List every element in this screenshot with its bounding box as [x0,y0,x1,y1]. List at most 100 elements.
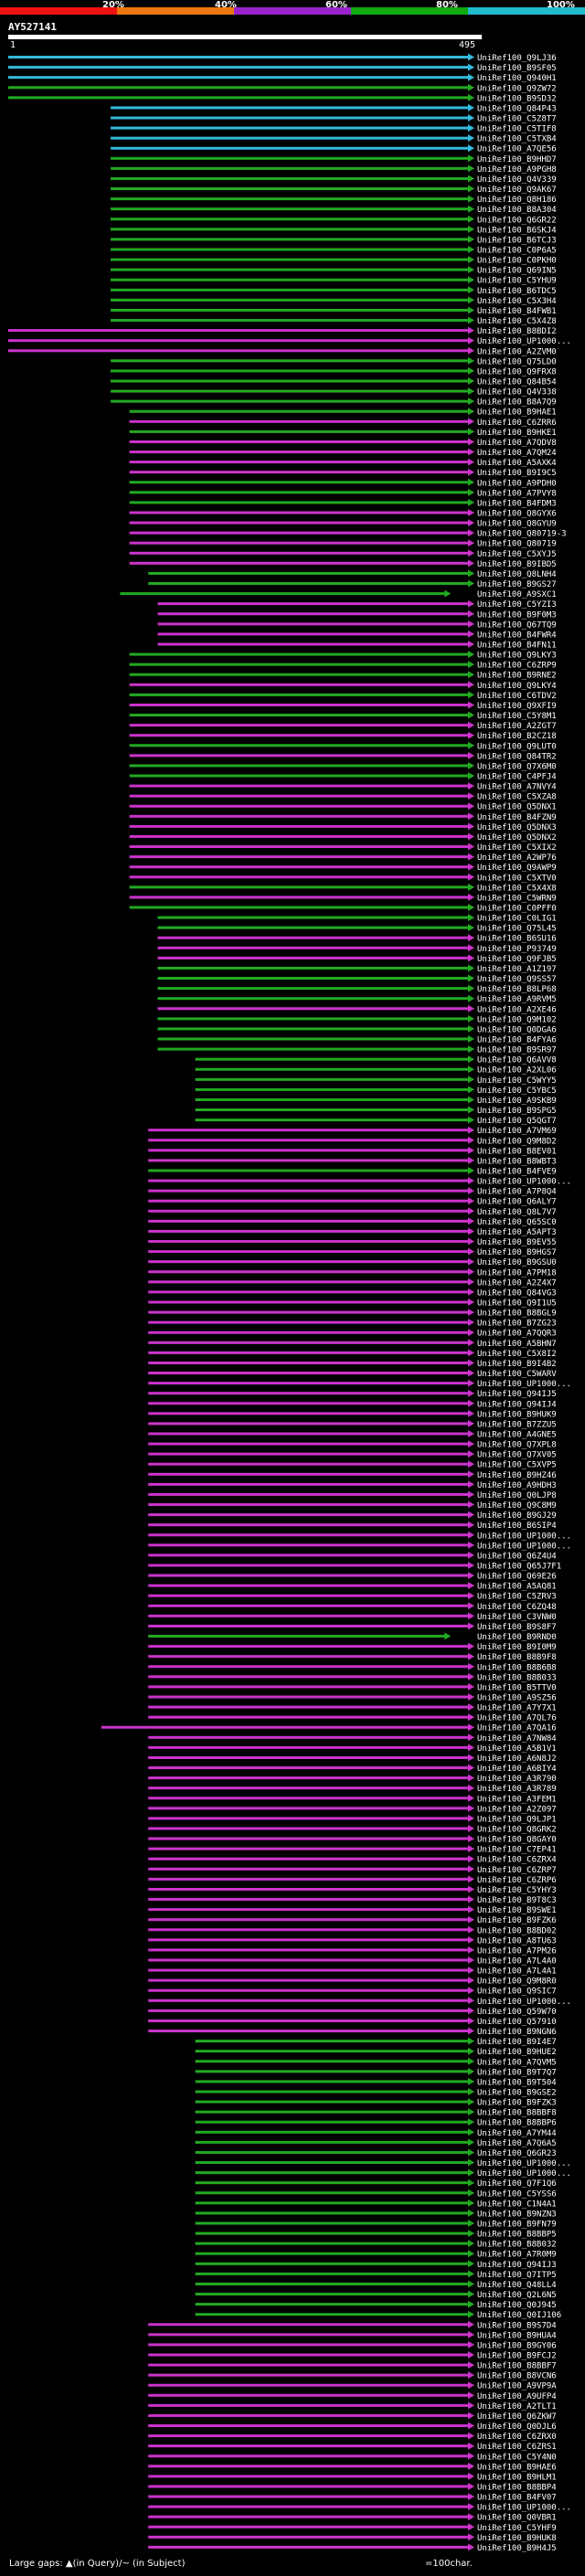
hit-label[interactable]: UniRef100_Q84P43 [477,104,557,113]
hit-label[interactable]: UniRef100_Q80719-3 [477,530,567,539]
hit-label[interactable]: UniRef100_Q9SIC7 [477,1988,557,1997]
hit-label[interactable]: UniRef100_UP1000... [477,1380,571,1389]
hit-label[interactable]: UniRef100_Q0VBR1 [477,2514,557,2523]
hit-label[interactable]: UniRef100_Q80719 [477,540,557,549]
hit-label[interactable]: UniRef100_Q9C8M9 [477,1501,557,1511]
hit-label[interactable]: UniRef100_C5YZI3 [477,600,557,610]
hit-label[interactable]: UniRef100_C5TXB4 [477,135,557,144]
hit-label[interactable]: UniRef100_C5XYJ5 [477,550,557,559]
hit-label[interactable]: UniRef100_B5TTV0 [477,1683,557,1692]
hit-label[interactable]: UniRef100_B9HZ46 [477,1471,557,1480]
hit-label[interactable]: UniRef100_A8TU63 [477,1936,557,1945]
hit-label[interactable]: UniRef100_C5YHU9 [477,277,557,286]
hit-label[interactable]: UniRef100_B9SWE1 [477,1906,557,1915]
hit-label[interactable]: UniRef100_A5APT3 [477,1228,557,1237]
hit-label[interactable]: UniRef100_B6TCJ3 [477,236,557,245]
hit-label[interactable]: UniRef100_B4FVE9 [477,1168,557,1177]
hit-label[interactable]: UniRef100_C6ZRR6 [477,419,557,428]
hit-label[interactable]: UniRef100_B6SU16 [477,935,557,944]
hit-label[interactable]: UniRef100_Q8L7V7 [477,1208,557,1217]
hit-label[interactable]: UniRef100_Q9AWP9 [477,864,557,873]
hit-label[interactable]: UniRef100_C5Z8T7 [477,115,557,124]
hit-label[interactable]: UniRef100_Q9M102 [477,1015,557,1024]
hit-label[interactable]: UniRef100_C5X4Z8 [477,317,557,326]
hit-label[interactable]: UniRef100_UP1000... [477,1542,571,1551]
hit-label[interactable]: UniRef100_UP1000... [477,2169,571,2178]
hit-label[interactable]: UniRef100_B9EV55 [477,1238,557,1247]
hit-label[interactable]: UniRef100_A9PGH8 [477,165,557,175]
hit-label[interactable]: UniRef100_B9NGN6 [477,2028,557,2037]
hit-label[interactable]: UniRef100_C5Y8M1 [477,712,557,721]
hit-label[interactable]: UniRef100_B9SR97 [477,1046,557,1055]
hit-label[interactable]: UniRef100_B8BDI2 [477,327,557,336]
hit-label[interactable]: UniRef100_B9FCJ2 [477,2352,557,2361]
hit-label[interactable]: UniRef100_B9HGS7 [477,1248,557,1257]
hit-label[interactable]: UniRef100_C5XVP5 [477,1461,557,1470]
hit-label[interactable]: UniRef100_B8B033 [477,1673,557,1682]
hit-label[interactable]: UniRef100_B7ZZU5 [477,1420,557,1429]
hit-label[interactable]: UniRef100_B9T7Q7 [477,2068,557,2077]
hit-label[interactable]: UniRef100_Q0LJP8 [477,1491,557,1500]
hit-label[interactable]: UniRef100_B9S7D4 [477,2321,557,2330]
hit-label[interactable]: UniRef100_A9VP9A [477,2382,557,2391]
hit-label[interactable]: UniRef100_B9SPG5 [477,1107,557,1116]
hit-label[interactable]: UniRef100_A7PVY8 [477,489,557,498]
hit-label[interactable]: UniRef100_B4FWB1 [477,307,557,316]
hit-label[interactable]: UniRef100_A7Q6A5 [477,2139,557,2148]
hit-label[interactable]: UniRef100_A5AXK4 [477,459,557,468]
hit-label[interactable]: UniRef100_C6TDV2 [477,692,557,701]
hit-label[interactable]: UniRef100_B4FZN9 [477,813,557,822]
hit-label[interactable]: UniRef100_Q84VG3 [477,1288,557,1298]
hit-label[interactable]: UniRef100_B8BBP5 [477,2231,557,2240]
hit-label[interactable]: UniRef100_B8B9F8 [477,1653,557,1662]
hit-label[interactable]: UniRef100_C5YHY3 [477,1886,557,1895]
hit-label[interactable]: UniRef100_Q94IJ3 [477,2261,557,2270]
hit-label[interactable]: UniRef100_A7QA16 [477,1724,557,1733]
hit-label[interactable]: UniRef100_C5TIF8 [477,125,557,134]
hit-label[interactable]: UniRef100_B9GJ29 [477,1511,557,1521]
hit-label[interactable]: UniRef100_A4GNE5 [477,1431,557,1440]
hit-label[interactable]: UniRef100_Q8GAY0 [477,1836,557,1845]
hit-label[interactable]: UniRef100_B4FYA6 [477,1036,557,1045]
hit-label[interactable]: UniRef100_A3FEM1 [477,1795,557,1804]
hit-label[interactable]: UniRef100_B9GS27 [477,580,557,589]
hit-label[interactable]: UniRef100_A6N8J2 [477,1754,557,1764]
hit-label[interactable]: UniRef100_A7Y7X1 [477,1704,557,1713]
hit-label[interactable]: UniRef100_Q9LKY3 [477,652,557,661]
hit-label[interactable]: UniRef100_A2XL06 [477,1066,557,1076]
hit-label[interactable]: UniRef100_Q2L6N5 [477,2291,557,2300]
hit-label[interactable]: UniRef100_Q8H186 [477,196,557,205]
hit-label[interactable]: UniRef100_Q6AVV8 [477,1056,557,1065]
hit-label[interactable]: UniRef100_C5WYY5 [477,1076,557,1086]
hit-label[interactable]: UniRef100_Q94IJ4 [477,1400,557,1409]
hit-label[interactable]: UniRef100_A5BHN7 [477,1340,557,1349]
hit-label[interactable]: UniRef100_B9I4E7 [477,2038,557,2047]
hit-label[interactable]: UniRef100_A2TLT1 [477,2402,557,2412]
hit-label[interactable]: UniRef100_B9HUE2 [477,2048,557,2057]
hit-label[interactable]: UniRef100_B9HAE1 [477,408,557,418]
hit-label[interactable]: UniRef100_A7QDV8 [477,439,557,448]
hit-label[interactable]: UniRef100_A7L4A1 [477,1967,557,1977]
hit-label[interactable]: UniRef100_A5AQ81 [477,1583,557,1592]
hit-label[interactable]: UniRef100_Q6GR23 [477,2149,557,2158]
hit-label[interactable]: UniRef100_Q57910 [477,2018,557,2027]
hit-label[interactable]: UniRef100_B6SIP4 [477,1521,557,1531]
hit-label[interactable]: UniRef100_Q7ITP5 [477,2271,557,2280]
hit-label[interactable]: UniRef100_C3VNW0 [477,1613,557,1622]
hit-label[interactable]: UniRef100_B9S8F7 [477,1623,557,1632]
hit-label[interactable]: UniRef100_Q5QGT7 [477,1117,557,1126]
hit-label[interactable]: UniRef100_Q0J945 [477,2301,557,2310]
hit-label[interactable]: UniRef100_Q9I1U5 [477,1299,557,1309]
hit-label[interactable]: UniRef100_B9HKE1 [477,429,557,438]
hit-label[interactable]: UniRef100_A7QQR3 [477,1330,557,1339]
hit-label[interactable]: UniRef100_C5YSS6 [477,2189,557,2199]
hit-label[interactable]: UniRef100_Q9ZW72 [477,84,557,93]
hit-label[interactable]: UniRef100_C5X8I2 [477,1350,557,1359]
hit-label[interactable]: UniRef100_B8BBF8 [477,2109,557,2118]
hit-label[interactable]: UniRef100_C6ZRS1 [477,2443,557,2452]
hit-label[interactable]: UniRef100_B9HAE6 [477,2463,557,2472]
hit-label[interactable]: UniRef100_Q9LUT0 [477,742,557,751]
hit-label[interactable]: UniRef100_B8LP68 [477,985,557,994]
hit-label[interactable]: UniRef100_B4FV07 [477,2494,557,2503]
hit-label[interactable]: UniRef100_C7EP41 [477,1846,557,1855]
